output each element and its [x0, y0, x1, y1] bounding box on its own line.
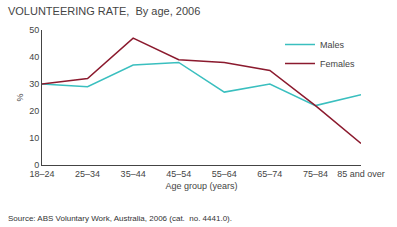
svg-text:Males: Males	[320, 40, 345, 50]
svg-text:Females: Females	[320, 59, 355, 69]
svg-text:65–74: 65–74	[257, 169, 282, 179]
svg-text:35–44: 35–44	[121, 169, 146, 179]
svg-text:45–54: 45–54	[166, 169, 191, 179]
svg-text:40: 40	[29, 52, 39, 62]
svg-text:55–64: 55–64	[212, 169, 237, 179]
svg-text:0: 0	[34, 160, 39, 170]
svg-text:85 and over: 85 and over	[337, 169, 385, 179]
svg-text:%: %	[15, 93, 25, 101]
svg-text:30: 30	[29, 79, 39, 89]
svg-text:VOLUNTEERING RATE, By age, 20: VOLUNTEERING RATE, By age, 2006	[8, 5, 200, 17]
svg-text:Source: ABS Voluntary Work, Au: Source: ABS Voluntary Work, Australia, 2…	[8, 214, 232, 223]
svg-text:20: 20	[29, 106, 39, 116]
svg-text:Age group (years): Age group (years)	[165, 181, 237, 191]
svg-text:50: 50	[29, 25, 39, 35]
svg-text:10: 10	[29, 133, 39, 143]
svg-text:25–34: 25–34	[75, 169, 100, 179]
svg-text:18–24: 18–24	[29, 169, 54, 179]
svg-text:75–84: 75–84	[303, 169, 328, 179]
